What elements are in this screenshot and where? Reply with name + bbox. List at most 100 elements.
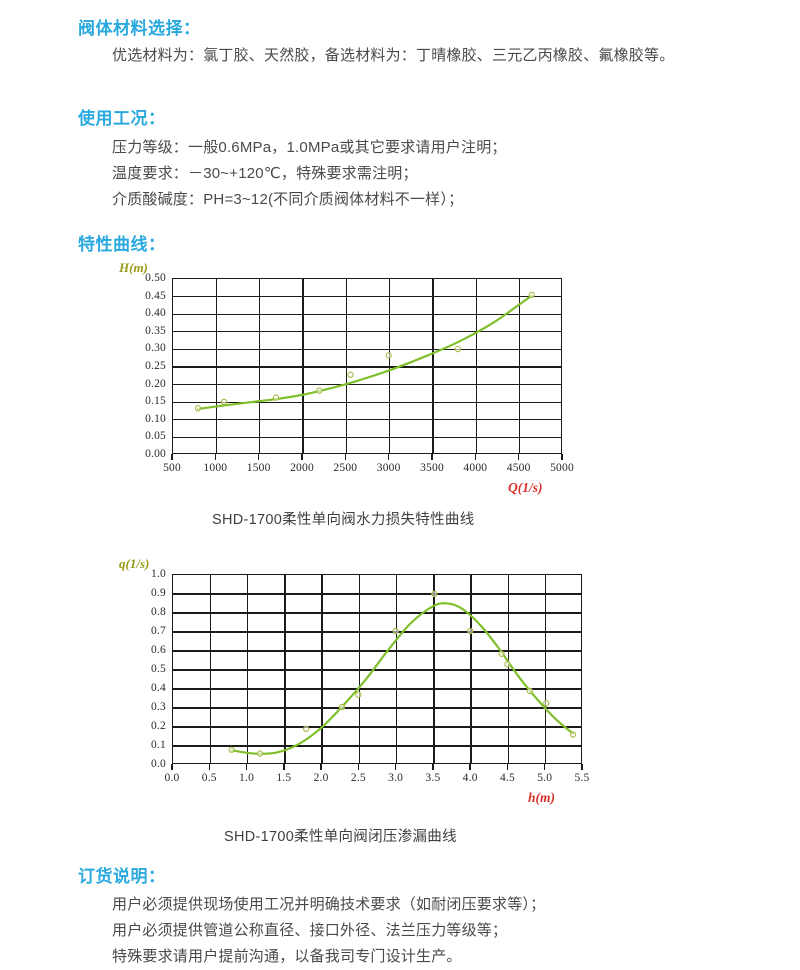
chart-gridline-vertical bbox=[475, 279, 478, 453]
chart-gridline-horizontal bbox=[173, 688, 581, 690]
chart-gridline-vertical bbox=[215, 279, 218, 453]
chart-y-tick-label: 0.00 bbox=[145, 448, 166, 460]
chart-y-tick-label: 0.7 bbox=[151, 625, 166, 637]
chart-y-tick-label: 0.9 bbox=[151, 587, 166, 599]
section-title-conditions: 使用工况： bbox=[78, 109, 166, 128]
chart-y-tick-label: 0.30 bbox=[145, 342, 166, 355]
chart-gridline-horizontal bbox=[173, 631, 581, 633]
chart-y-tick-label: 0.45 bbox=[145, 289, 166, 302]
chart-y-tick-label: 0.15 bbox=[145, 395, 166, 408]
chart-gridline-vertical bbox=[284, 575, 286, 763]
chart-x-tick-mark bbox=[544, 764, 546, 770]
chart-data-point bbox=[256, 750, 264, 757]
chart-gridline-horizontal bbox=[173, 593, 581, 595]
chart-x-tick-mark bbox=[208, 764, 210, 770]
chart-y-tick-label: 0.8 bbox=[151, 606, 166, 618]
chart-x-tick-label: 3.5 bbox=[425, 772, 441, 784]
conditions-line-1: 压力等级：一般0.6MPa，1.0MPa或其它要求请用户注明； bbox=[112, 139, 507, 156]
chart-gridline-horizontal bbox=[173, 745, 581, 747]
chart-x-tick-label: 2500 bbox=[333, 462, 358, 474]
chart-data-point bbox=[355, 691, 362, 698]
chart-x-tick-label: 3500 bbox=[420, 462, 444, 474]
chart-x-tick-mark bbox=[171, 454, 173, 460]
order-line-2: 用户必须提供管道公称直径、接口外径、法兰压力等级等； bbox=[112, 922, 508, 939]
chart-x-tick-mark bbox=[517, 454, 520, 460]
chart-gridline-vertical bbox=[545, 575, 547, 763]
chart-x-tick-label: 2000 bbox=[290, 462, 314, 474]
chart-data-point bbox=[454, 345, 462, 353]
chart-data-point bbox=[194, 405, 202, 412]
chart-x-tick-mark bbox=[506, 764, 509, 770]
chart-x-tick-label: 0.0 bbox=[164, 772, 180, 784]
chart-y-tick-label: 0.3 bbox=[151, 701, 166, 713]
chart-x-tick-mark bbox=[474, 454, 477, 460]
chart-gridline-horizontal bbox=[173, 726, 581, 728]
chart-data-point bbox=[526, 687, 533, 694]
chart-gridline-horizontal bbox=[173, 366, 561, 368]
chart-gridline-horizontal bbox=[173, 348, 561, 351]
order-line-1: 用户必须提供现场使用工况并明确技术要求（如耐闭压要求等）； bbox=[112, 896, 546, 913]
chart-y-tick-label: 0.6 bbox=[151, 644, 166, 656]
chart-trend-line bbox=[230, 602, 575, 755]
chart-y-tick-label: 0.0 bbox=[151, 758, 166, 770]
chart-x-tick-mark bbox=[257, 454, 260, 460]
chart-gridline-horizontal bbox=[173, 419, 561, 421]
chart-y-tick-label: 0.2 bbox=[151, 720, 166, 732]
chart-y-tick-label: 0.1 bbox=[151, 739, 166, 751]
chart-head-loss-x-axis-label: Q(1/s) bbox=[508, 480, 543, 495]
chart-data-point bbox=[431, 590, 438, 598]
chart-x-tick-label: 3000 bbox=[376, 462, 401, 474]
chart-x-tick-label: 500 bbox=[163, 462, 181, 474]
chart-data-point bbox=[347, 371, 354, 378]
chart-gridline-vertical bbox=[246, 575, 249, 763]
chart-x-tick-label: 4500 bbox=[506, 462, 531, 474]
chart-x-tick-label: 3.0 bbox=[388, 772, 404, 784]
chart-leak-caption: SHD-1700柔性单向阀闭压渗漏曲线 bbox=[224, 829, 457, 845]
chart-data-point bbox=[316, 387, 323, 394]
chart-x-tick-mark bbox=[387, 454, 390, 460]
chart-gridline-vertical bbox=[258, 279, 261, 453]
chart-data-point bbox=[498, 650, 505, 657]
chart-x-tick-label: 5.0 bbox=[537, 772, 553, 784]
chart-trend-line bbox=[196, 294, 533, 411]
chart-gridline-vertical bbox=[433, 575, 435, 763]
chart-y-tick-label: 0.10 bbox=[145, 412, 166, 425]
chart-gridline-horizontal bbox=[173, 313, 561, 315]
chart-leak: q(1/s) h(m) 0.0 0.1 0.2 0.3 0.4 0.5 0.6 0.7 0.8 0… bbox=[110, 556, 590, 805]
chart-gridline-vertical bbox=[302, 279, 304, 453]
chart-x-tick-label: 2.0 bbox=[313, 772, 329, 784]
chart-gridline-horizontal bbox=[173, 669, 581, 671]
chart-data-point bbox=[303, 725, 310, 732]
chart-x-tick-mark bbox=[320, 764, 322, 770]
chart-y-tick-label: 0.50 bbox=[145, 272, 166, 284]
chart-x-tick-label: 1000 bbox=[203, 462, 228, 474]
chart-x-tick-label: 1500 bbox=[246, 462, 271, 474]
chart-data-point bbox=[220, 398, 228, 406]
chart-leak-y-axis-label: q(1/s) bbox=[119, 556, 150, 571]
chart-data-point bbox=[228, 746, 235, 753]
chart-gridline-vertical bbox=[209, 575, 211, 763]
chart-y-tick-label: 0.25 bbox=[145, 360, 166, 372]
chart-x-tick-mark bbox=[344, 454, 347, 460]
section-title-material: 阀体材料选择： bbox=[78, 19, 201, 38]
chart-x-tick-label: 0.5 bbox=[201, 772, 217, 784]
chart-x-tick-label: 4.5 bbox=[499, 772, 515, 784]
chart-x-tick-label: 4.0 bbox=[462, 772, 478, 784]
chart-gridline-horizontal bbox=[173, 383, 561, 386]
chart-gridline-horizontal bbox=[173, 331, 561, 333]
chart-x-tick-mark bbox=[431, 454, 433, 460]
chart-y-tick-label: 0.40 bbox=[145, 307, 166, 320]
chart-y-tick-label: 0.05 bbox=[145, 430, 166, 443]
chart-data-point bbox=[392, 627, 399, 635]
chart-x-tick-mark bbox=[561, 454, 563, 460]
chart-x-tick-label: 4000 bbox=[463, 462, 488, 474]
chart-gridline-vertical bbox=[507, 575, 510, 763]
chart-data-point bbox=[543, 700, 550, 707]
chart-gridline-horizontal bbox=[173, 401, 561, 403]
chart-head-loss-caption: SHD-1700柔性单向阀水力损失特性曲线 bbox=[212, 512, 475, 528]
chart-x-tick-mark bbox=[283, 764, 285, 770]
chart-data-point bbox=[338, 703, 346, 711]
chart-plot-area bbox=[172, 278, 562, 454]
conditions-line-2: 温度要求：－30~+120℃，特殊要求需注明； bbox=[112, 165, 418, 182]
